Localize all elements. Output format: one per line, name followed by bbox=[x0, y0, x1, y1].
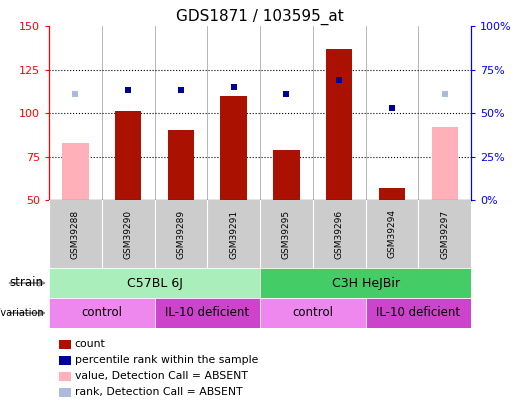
Text: rank, Detection Call = ABSENT: rank, Detection Call = ABSENT bbox=[75, 387, 242, 397]
Text: count: count bbox=[75, 339, 106, 349]
Text: GSM39296: GSM39296 bbox=[335, 209, 344, 258]
Bar bbox=[379, 188, 405, 200]
Bar bbox=[49, 268, 260, 298]
Title: GDS1871 / 103595_at: GDS1871 / 103595_at bbox=[176, 9, 344, 25]
Text: GSM39297: GSM39297 bbox=[440, 209, 449, 258]
Text: GSM39290: GSM39290 bbox=[124, 209, 132, 258]
Text: genotype/variation: genotype/variation bbox=[0, 308, 44, 318]
Text: percentile rank within the sample: percentile rank within the sample bbox=[75, 355, 258, 365]
Bar bbox=[62, 143, 89, 200]
Text: GSM39295: GSM39295 bbox=[282, 209, 291, 258]
Text: control: control bbox=[293, 307, 333, 320]
Bar bbox=[260, 298, 366, 328]
Text: GSM39289: GSM39289 bbox=[177, 209, 185, 258]
Text: IL-10 deficient: IL-10 deficient bbox=[165, 307, 249, 320]
Text: C3H HeJBir: C3H HeJBir bbox=[332, 277, 400, 290]
Text: value, Detection Call = ABSENT: value, Detection Call = ABSENT bbox=[75, 371, 248, 381]
Bar bbox=[273, 149, 300, 200]
Text: control: control bbox=[81, 307, 122, 320]
Text: strain: strain bbox=[10, 277, 44, 290]
Bar bbox=[432, 127, 458, 200]
Text: C57BL 6J: C57BL 6J bbox=[127, 277, 182, 290]
Bar bbox=[326, 49, 352, 200]
Bar bbox=[168, 130, 194, 200]
Bar bbox=[154, 298, 260, 328]
Text: IL-10 deficient: IL-10 deficient bbox=[376, 307, 460, 320]
Bar bbox=[260, 268, 471, 298]
Text: GSM39291: GSM39291 bbox=[229, 209, 238, 258]
Text: GSM39288: GSM39288 bbox=[71, 209, 80, 258]
Bar bbox=[220, 96, 247, 200]
Bar bbox=[366, 298, 471, 328]
Bar bbox=[115, 111, 141, 200]
Text: GSM39294: GSM39294 bbox=[388, 209, 397, 258]
Bar bbox=[49, 298, 154, 328]
